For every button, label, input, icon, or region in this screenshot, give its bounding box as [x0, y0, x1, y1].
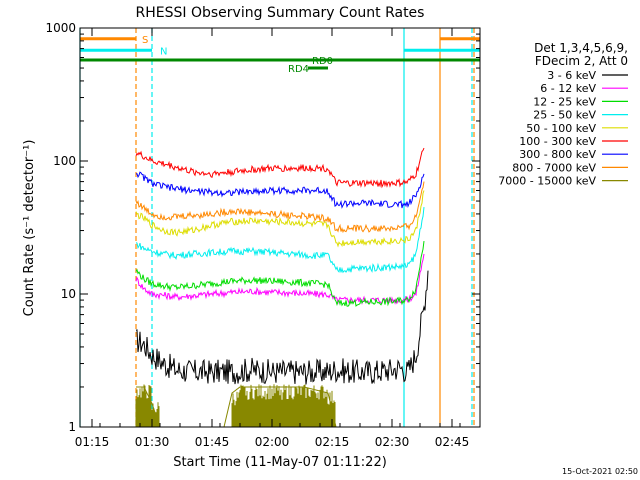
- footer-timestamp: 15-Oct-2021 02:50: [562, 467, 638, 476]
- legend-entry-label: 300 - 800 keV: [519, 148, 596, 161]
- y-axis-label: Count Rate (s⁻¹ detector⁻¹): [22, 140, 37, 317]
- series-line: [135, 181, 425, 234]
- series-300-800-kev: [136, 171, 425, 209]
- series-line: [136, 171, 425, 209]
- series-line: [135, 241, 425, 307]
- chart-title: RHESSI Observing Summary Count Rates: [136, 5, 425, 21]
- x-axis: 01:15 01:30 01:45 02:00 02:15 02:30 02:45: [75, 28, 481, 449]
- x-tick-label: 01:15: [75, 435, 110, 449]
- series-100-300-kev: [135, 147, 425, 189]
- y-tick-label: 10: [61, 287, 76, 301]
- legend-entry-label: 7000 - 15000 keV: [498, 175, 596, 188]
- state-bar-label: RD0: [312, 56, 333, 67]
- state-bar-label: S: [142, 35, 148, 46]
- series-3-6-kev: [135, 270, 429, 385]
- x-tick-label: 02:15: [315, 435, 350, 449]
- x-tick-label: 01:45: [195, 435, 230, 449]
- legend-entry-label: 25 - 50 keV: [533, 109, 596, 122]
- series-line: [135, 270, 429, 385]
- x-tick-label: 02:30: [375, 435, 410, 449]
- legend-entry-label: 800 - 7000 keV: [512, 161, 596, 174]
- series-800-7000-kev: [135, 181, 425, 234]
- series-50-100-kev: [135, 190, 425, 248]
- y-tick-label: 1: [68, 420, 76, 434]
- legend-header-2: FDecim 2, Att 0: [535, 54, 628, 68]
- x-tick-label: 02:00: [255, 435, 290, 449]
- series-25-50-kev: [135, 207, 425, 274]
- legend-entry-label: 50 - 100 keV: [526, 122, 596, 135]
- legend-entry-label: 100 - 300 keV: [519, 135, 596, 148]
- x-tick-label: 02:45: [435, 435, 470, 449]
- x-axis-label: Start Time (11-May-07 01:11:22): [173, 455, 387, 470]
- legend-entry-label: 3 - 6 keV: [547, 69, 596, 82]
- y-tick-label: 100: [53, 154, 76, 168]
- series-line: [135, 190, 425, 248]
- legend: Det 1,3,4,5,6,9, FDecim 2, Att 0 3 - 6 k…: [498, 41, 628, 188]
- state-bar-label: N: [160, 46, 167, 57]
- legend-entry-label: 12 - 25 keV: [533, 95, 596, 108]
- legend-entry-label: 6 - 12 keV: [540, 82, 596, 95]
- state-bar-label: RD4: [288, 64, 309, 75]
- y-axis: 1 10 100 1000: [45, 21, 480, 434]
- series-12-25-kev: [135, 241, 425, 307]
- legend-header-1: Det 1,3,4,5,6,9,: [534, 41, 628, 55]
- x-tick-label: 01:30: [135, 435, 170, 449]
- series-line: [135, 207, 425, 274]
- series-line: [135, 147, 425, 189]
- y-tick-label: 1000: [45, 21, 76, 35]
